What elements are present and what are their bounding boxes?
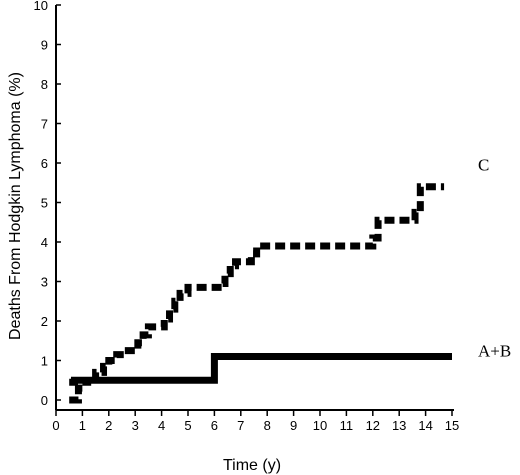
x-axis-label: Time (y) [223,457,281,474]
x-tick-label: 15 [445,418,459,433]
y-tick-label: 9 [41,38,48,53]
x-tick-label: 12 [366,418,380,433]
x-ticks: 0 1 2 3 4 5 6 7 8 9 10 11 12 13 14 15 [52,410,459,433]
x-tick-label: 7 [237,418,244,433]
x-tick-label: 2 [105,418,112,433]
chart-series [69,183,452,404]
y-tick-label: 0 [41,393,48,408]
x-tick-label: 10 [313,418,327,433]
series-label: A+B [478,342,511,361]
y-tick-label: 3 [41,275,48,290]
x-tick-label: 9 [290,418,297,433]
series-line-c [69,183,445,404]
x-tick-label: 0 [52,418,59,433]
x-tick-label: 6 [211,418,218,433]
chart-axes [55,5,454,411]
series-label: C [478,156,489,175]
y-tick-label: 7 [41,117,48,132]
series-line-a-plus-b [69,353,452,386]
y-tick-label: 10 [34,0,48,13]
x-tick-label: 1 [79,418,86,433]
x-tick-label: 3 [132,418,139,433]
y-tick-label: 5 [41,196,48,211]
y-ticks: 0 1 2 3 4 5 6 7 8 9 10 [34,0,61,408]
x-tick-label: 5 [184,418,191,433]
y-tick-label: 8 [41,77,48,92]
y-tick-label: 1 [41,354,48,369]
y-tick-label: 4 [41,235,48,250]
x-tick-label: 8 [264,418,271,433]
y-tick-label: 6 [41,156,48,171]
y-tick-label: 2 [41,314,48,329]
series-labels: C A+B [478,156,511,361]
x-tick-label: 14 [418,418,432,433]
y-axis-label: Deaths From Hodgkin Lymphoma (%) [7,72,24,340]
x-tick-label: 13 [392,418,406,433]
x-tick-label: 4 [158,418,165,433]
x-tick-label: 11 [340,418,354,433]
